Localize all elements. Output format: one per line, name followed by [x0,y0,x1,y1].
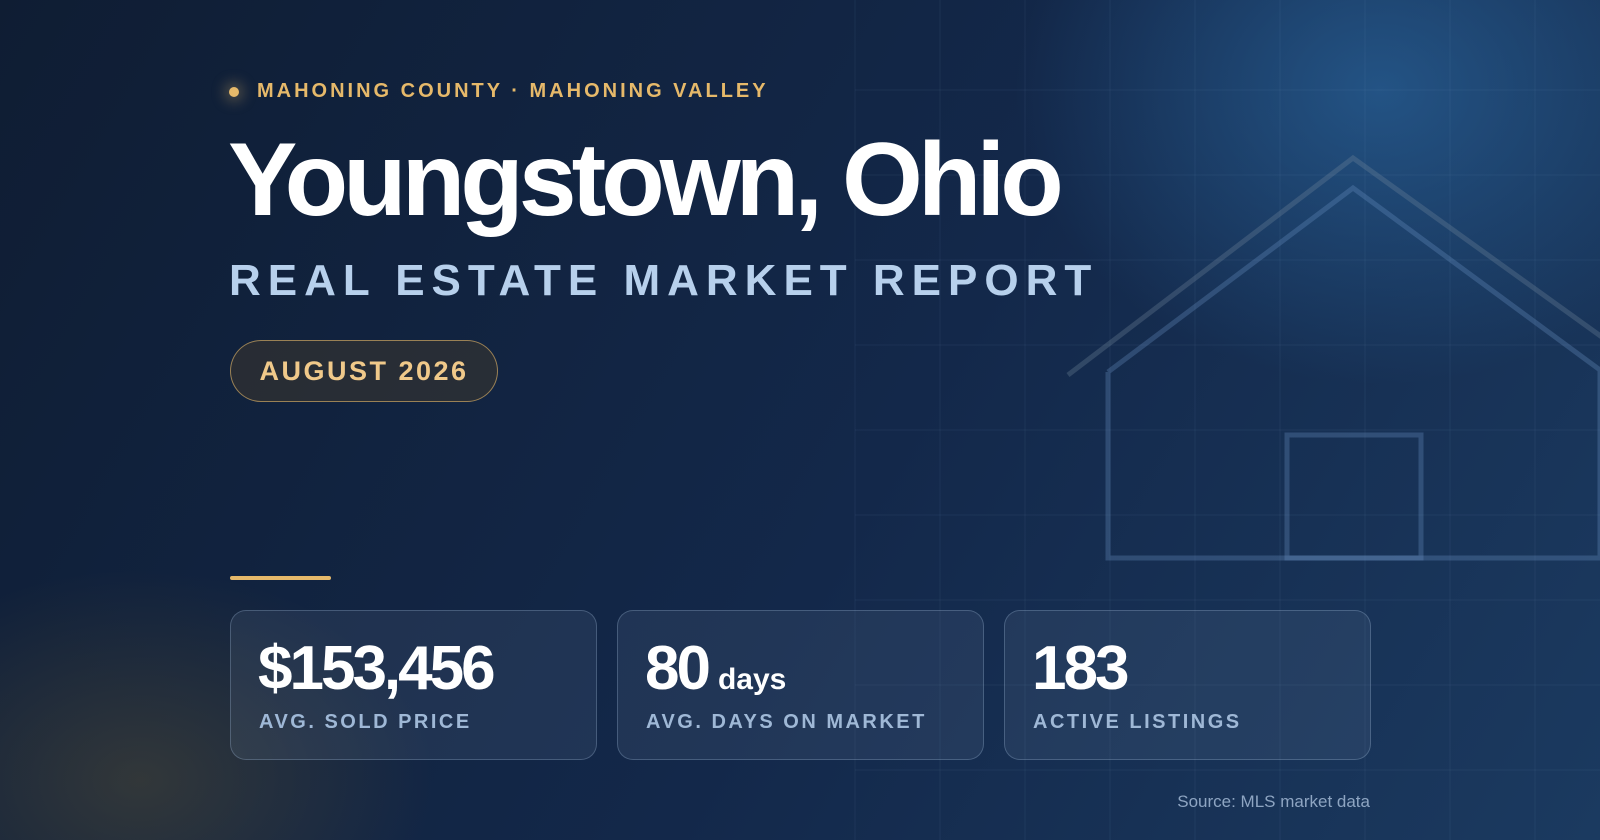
stat-value-row: $153,456 [258,633,496,704]
eyebrow-dot [229,87,239,97]
eyebrow: MAHONING COUNTY · MAHONING VALLEY [257,80,769,102]
stat-value: 183 [1032,634,1129,703]
stat-card: 183 ACTIVE LISTINGS [1004,610,1371,760]
accent-rule [230,576,331,580]
date-badge: AUGUST 2026 [230,340,498,402]
stat-value-row: 183 [1032,633,1129,704]
stat-value-row: 80 days [645,633,786,704]
stat-label: AVG. SOLD PRICE [259,711,472,733]
stat-label: ACTIVE LISTINGS [1033,711,1242,733]
stat-value: 80 [645,634,711,703]
stat-unit: days [717,663,787,696]
title: Youngstown, Ohio [228,122,1064,238]
stat-label: AVG. DAYS ON MARKET [646,711,927,733]
stat-value: $153,456 [258,634,496,703]
source: Source: MLS market data [1177,792,1370,811]
stat-card: $153,456 AVG. SOLD PRICE [230,610,597,760]
subtitle: REAL ESTATE MARKET REPORT [229,256,1099,305]
stat-card: 80 days AVG. DAYS ON MARKET [617,610,984,760]
